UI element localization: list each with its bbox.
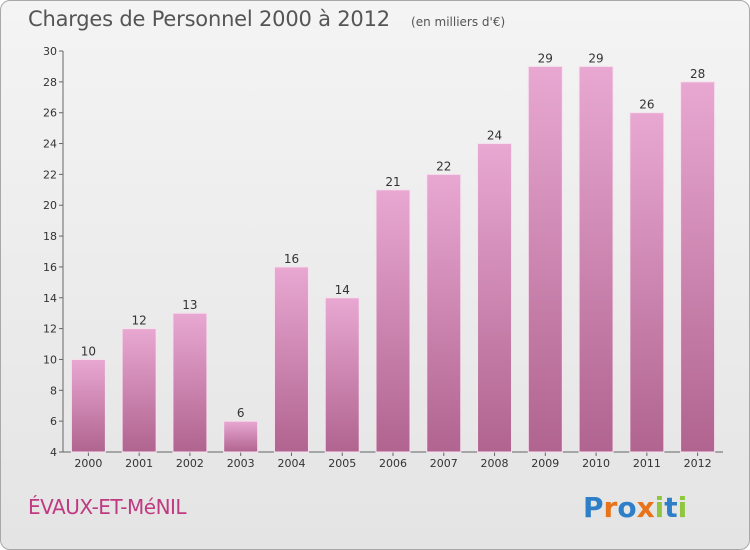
bar[interactable]: [121, 328, 157, 453]
bar[interactable]: [578, 65, 614, 453]
logo-letter: i: [654, 491, 665, 524]
y-tick-label: 8: [50, 384, 57, 397]
bars: 10 12 13 6 16 14 21 22 24 29 29 26 28: [70, 51, 716, 453]
bar-value-label: 10: [81, 344, 96, 358]
x-tick-label: 2002: [176, 457, 204, 470]
bar-value-label: 16: [284, 252, 299, 266]
bar[interactable]: [324, 297, 360, 453]
x-tick-label: 2012: [684, 457, 712, 470]
y-tick-label: 6: [50, 415, 57, 428]
x-tick-label: 2009: [531, 457, 559, 470]
bar-value-label: 21: [385, 175, 400, 189]
logo-letter: r: [603, 491, 618, 524]
y-tick-label: 26: [43, 107, 57, 120]
chart-title: Charges de Personnel 2000 à 2012: [28, 7, 390, 31]
bar-value-label: 14: [335, 283, 350, 297]
bar-value-label: 24: [487, 129, 502, 143]
x-tick-label: 2005: [328, 457, 356, 470]
x-tick-label: 2006: [379, 457, 407, 470]
y-tick-label: 14: [43, 292, 57, 305]
bar-value-label: 12: [132, 314, 147, 328]
bar[interactable]: [375, 189, 411, 453]
chart-subtitle: (en milliers d'€): [411, 15, 506, 29]
x-tick-label: 2010: [582, 457, 610, 470]
bar-value-label: 6: [237, 406, 245, 420]
y-tick-label: 4: [50, 446, 57, 459]
bar-value-label: 29: [588, 51, 603, 65]
logo-letter: i: [677, 491, 688, 524]
bar-value-label: 26: [639, 98, 654, 112]
x-tick-label: 2001: [125, 457, 153, 470]
title-row: Charges de Personnel 2000 à 2012 (en mil…: [28, 7, 505, 31]
bar[interactable]: [172, 312, 208, 453]
y-tick-label: 20: [43, 199, 57, 212]
bar[interactable]: [680, 81, 716, 453]
axes: 4 6 8 10 12 14 16 18 20 22 24 26 28 30 2000 2001 2002 200…: [43, 45, 723, 470]
x-tick-label: 2004: [277, 457, 305, 470]
y-tick-label: 22: [43, 168, 57, 181]
bar[interactable]: [527, 65, 563, 453]
y-tick-label: 12: [43, 323, 57, 336]
x-tick-label: 2007: [430, 457, 458, 470]
commune-name: ÉVAUX-ET-MéNIL: [28, 495, 187, 519]
bar[interactable]: [273, 266, 309, 453]
x-tick-label: 2008: [481, 457, 509, 470]
bar[interactable]: [426, 173, 462, 453]
bar[interactable]: [70, 358, 106, 453]
y-tick-label: 16: [43, 261, 57, 274]
y-tick-label: 24: [43, 138, 57, 151]
bar-value-label: 22: [436, 159, 451, 173]
bar[interactable]: [629, 112, 665, 453]
y-tick-label: 10: [43, 353, 57, 366]
proxiti-logo[interactable]: Proxiti: [583, 491, 687, 524]
x-tick-label: 2011: [633, 457, 661, 470]
bar[interactable]: [477, 143, 513, 453]
logo-letter: P: [583, 491, 604, 524]
bar-value-label: 13: [182, 298, 197, 312]
logo-letter: o: [617, 491, 637, 524]
x-tick-label: 2000: [74, 457, 102, 470]
logo-letter: x: [636, 491, 655, 524]
x-tick-label: 2003: [227, 457, 255, 470]
bar-value-label: 29: [538, 51, 553, 65]
logo-letter: t: [664, 491, 678, 524]
y-tick-label: 30: [43, 45, 57, 58]
bar[interactable]: [223, 420, 259, 453]
y-tick-label: 18: [43, 230, 57, 243]
y-tick-label: 28: [43, 76, 57, 89]
bar-value-label: 28: [690, 67, 705, 81]
